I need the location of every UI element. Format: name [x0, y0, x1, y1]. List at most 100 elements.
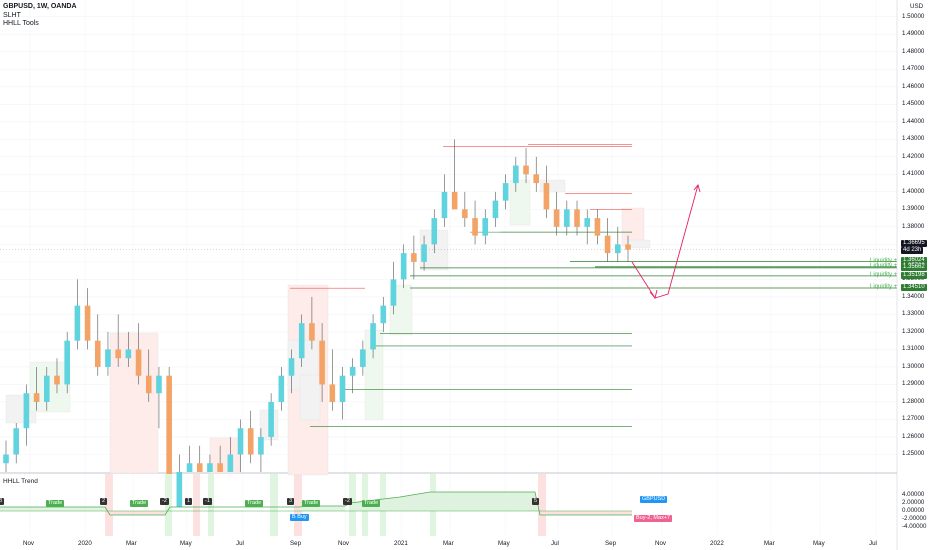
hhll-tick: 0.00000 [902, 507, 925, 514]
signal-band [165, 474, 172, 536]
trade-label[interactable]: Trade [362, 500, 381, 507]
candle-body [370, 323, 376, 350]
candle-body [105, 349, 111, 367]
price-tick: 1.44000 [902, 117, 925, 125]
candle-body [513, 165, 519, 184]
price-tick: 1.31000 [902, 345, 925, 353]
time-tick: May [813, 540, 825, 547]
candlestick-series [3, 139, 631, 508]
zone-box [29, 361, 71, 413]
current-price-badge: 1.36695 [901, 239, 927, 247]
price-tick: 1.33000 [902, 310, 925, 318]
candle-body [145, 375, 152, 394]
candle-body [298, 323, 305, 359]
price-tick: 1.48000 [902, 47, 925, 55]
candle-body [502, 183, 509, 201]
price-tick: 1.46000 [902, 82, 925, 90]
liquidity-levels [0, 144, 897, 427]
candle-body [196, 463, 203, 472]
candle-body [33, 393, 40, 402]
candle-body [84, 305, 91, 341]
candle-body [533, 174, 540, 184]
candle-body [288, 358, 295, 376]
trade-label[interactable]: Trade [245, 500, 264, 507]
liquidity-price-badge: 1.35662 [901, 263, 927, 271]
candle-body [594, 218, 601, 236]
price-tick: 1.43000 [902, 135, 925, 143]
candle-body [349, 366, 356, 376]
time-tick: Jul [869, 540, 877, 547]
candle-body [390, 279, 397, 306]
time-tick: Mar [126, 540, 137, 547]
price-tick: 1.49000 [902, 30, 925, 38]
candle-body [166, 375, 172, 508]
price-tick: 1.27000 [902, 415, 925, 423]
candle-body [400, 253, 407, 280]
candle-body [54, 375, 60, 385]
hhll-marker: 3 [0, 498, 5, 505]
projection-arrow-down [649, 289, 658, 299]
hhll-tick: -2.00000 [902, 515, 927, 522]
liquidity-label: Liquidity + [870, 257, 898, 264]
candle-body [523, 165, 529, 175]
zone-box [509, 179, 531, 226]
price-tick: 1.38000 [902, 222, 925, 230]
time-tick: May [180, 540, 192, 547]
time-tick: Sep [605, 540, 617, 547]
candle-body [237, 428, 244, 455]
candle-body [247, 428, 254, 455]
candle-body [574, 209, 580, 227]
candle-body [176, 472, 183, 508]
price-tick: 1.25000 [902, 450, 925, 458]
candle-body [564, 209, 570, 227]
signal-band [538, 474, 546, 536]
candle-body [125, 349, 132, 359]
time-tick: Mar [764, 540, 775, 547]
sell-signal-tag: Buy-2, Max+7 [634, 515, 673, 522]
price-tick: 1.41000 [902, 170, 925, 178]
projection-lines [631, 184, 701, 299]
candle-body [451, 191, 458, 210]
candle-body [227, 454, 234, 472]
trade-label[interactable]: Trade [46, 500, 65, 507]
hhll-marker: -2 [343, 498, 352, 505]
trend-line [0, 491, 632, 516]
liquidity-price-badge: 1.35198 [901, 271, 927, 279]
grid [0, 0, 897, 535]
price-tick: 1.29000 [902, 380, 925, 388]
candle-body [543, 183, 550, 210]
hhll-marker: 5 [532, 498, 540, 505]
candle-body [64, 340, 70, 385]
candle-body [472, 218, 478, 236]
trend-area [105, 511, 165, 515]
price-tick: 1.45000 [902, 100, 925, 108]
buy-signal-tag[interactable]: B Buy [290, 514, 309, 521]
candle-body [13, 428, 19, 455]
candle-body [625, 244, 631, 250]
time-tick: Sep [290, 540, 302, 547]
candle-body [74, 305, 81, 341]
candle-body [431, 218, 438, 245]
trade-label[interactable]: Trade [302, 500, 321, 507]
hhll-tick: 4.00000 [902, 491, 925, 498]
candle-body [309, 323, 315, 341]
price-tick: 1.50000 [902, 12, 925, 20]
trade-label[interactable]: Trade [130, 500, 149, 507]
time-tick: 2022 [710, 540, 724, 547]
time-tick: Jul [551, 540, 559, 547]
trend-area [0, 507, 105, 511]
indicator-hhll-tools[interactable]: HHLL Tools [3, 20, 39, 27]
time-tick: May [498, 540, 510, 547]
hhll-tick: 2.00000 [902, 499, 925, 506]
price-tick: 1.34000 [902, 292, 925, 300]
indicator-slht[interactable]: SLHT [3, 12, 21, 19]
signal-band [193, 474, 200, 536]
signal-band [294, 474, 302, 536]
price-tick: 1.42000 [902, 152, 925, 160]
liquidity-label: Liquidity + [870, 271, 898, 278]
price-tick: 1.40000 [902, 187, 925, 195]
time-tick: 2020 [78, 540, 92, 547]
time-tick: 2021 [394, 540, 408, 547]
candle-body [217, 463, 223, 472]
